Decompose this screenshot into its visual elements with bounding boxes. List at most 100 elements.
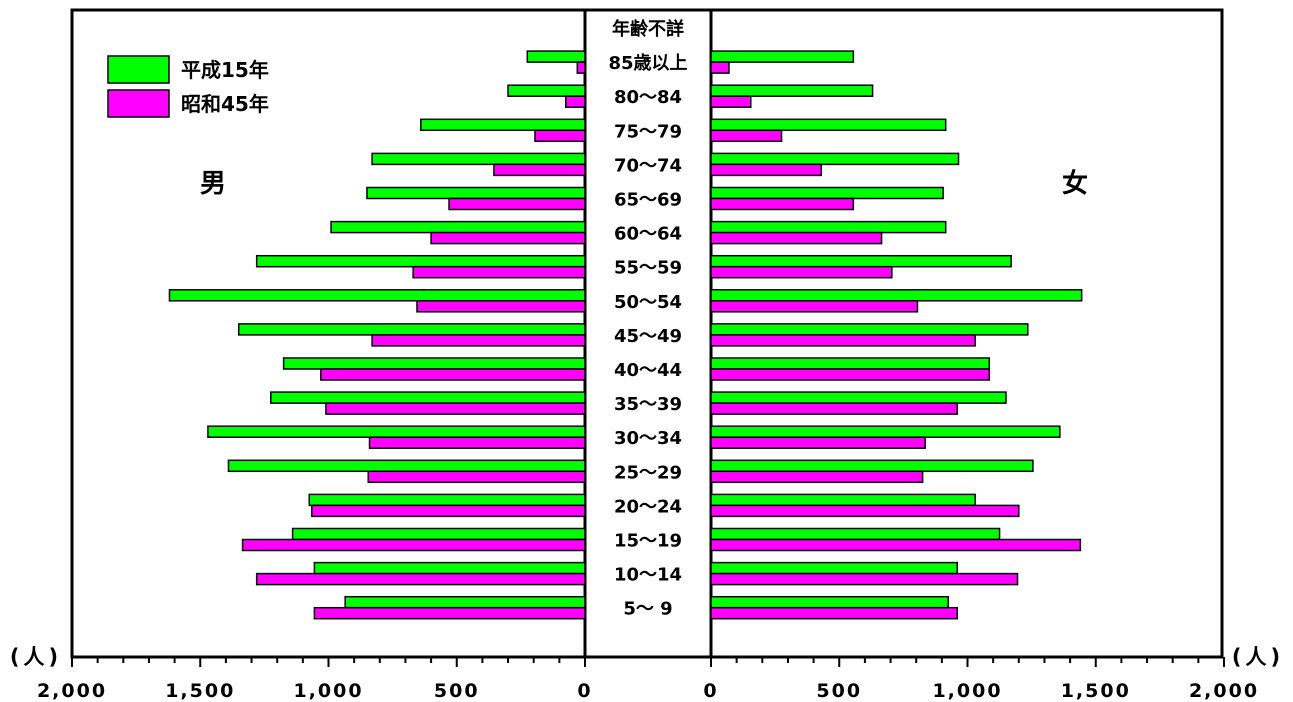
bar-male-h15 bbox=[366, 186, 586, 200]
bar-female-s45 bbox=[710, 470, 924, 484]
bar-female-h15 bbox=[710, 595, 950, 609]
bar-male-s45 bbox=[320, 368, 586, 381]
bar-male-h15 bbox=[420, 118, 586, 132]
legend-label: 平成15年 bbox=[181, 58, 269, 82]
bar-male-s45 bbox=[311, 504, 586, 518]
axes-group: 0 0 500 500 1,000 1,000 1,500 1,500 2,000 2,000 bbox=[37, 655, 1259, 702]
bar-female-h15 bbox=[710, 425, 1061, 438]
age-label: 50～54 bbox=[614, 292, 682, 313]
bar-male-h15 bbox=[371, 152, 586, 166]
x-tick-label: 1,000 bbox=[293, 680, 363, 702]
bar-male-s45 bbox=[493, 163, 586, 177]
bar-male-h15 bbox=[291, 527, 586, 541]
bar-male-s45 bbox=[534, 129, 586, 143]
unit-label-right: (人) bbox=[1232, 645, 1284, 669]
bar-female-s45 bbox=[710, 572, 1019, 586]
legend-swatch bbox=[107, 89, 170, 118]
bar-female-h15 bbox=[710, 118, 947, 132]
bar-male-h15 bbox=[313, 561, 586, 575]
x-tick-label: 500 bbox=[816, 680, 862, 702]
age-label: 80～84 bbox=[614, 87, 682, 108]
bar-male-s45 bbox=[367, 470, 586, 484]
bar-male-s45 bbox=[313, 606, 586, 620]
bar-male-s45 bbox=[416, 300, 586, 313]
age-label: 40～44 bbox=[614, 360, 682, 381]
legend-label: 昭和45年 bbox=[181, 92, 269, 116]
x-tick-label: 0 bbox=[577, 680, 592, 702]
x-tick-label: 0 bbox=[703, 680, 718, 702]
bar-male-h15 bbox=[308, 493, 586, 507]
bar-female-h15 bbox=[710, 357, 991, 370]
bar-female-h15 bbox=[710, 152, 960, 166]
bar-male-h15 bbox=[255, 254, 586, 268]
age-label: 35～39 bbox=[614, 394, 682, 415]
unit-label-left: (人) bbox=[10, 645, 62, 669]
bar-male-s45 bbox=[448, 197, 586, 211]
x-tick-label: 1,000 bbox=[932, 680, 1002, 702]
bar-female-s45 bbox=[710, 61, 730, 74]
age-label: 25～29 bbox=[614, 462, 682, 483]
bar-female-h15 bbox=[710, 323, 1029, 336]
age-label: 10～14 bbox=[614, 565, 682, 586]
age-label: 20～24 bbox=[614, 496, 682, 517]
age-label: 年齢不詳 bbox=[612, 18, 684, 40]
bar-female-h15 bbox=[710, 391, 1007, 404]
bar-female-h15 bbox=[710, 527, 1001, 541]
bar-male-h15 bbox=[237, 323, 586, 336]
bar-female-h15 bbox=[710, 220, 947, 234]
bar-male-s45 bbox=[430, 231, 586, 245]
age-label: 85歳以上 bbox=[608, 53, 687, 74]
bar-male-h15 bbox=[330, 220, 586, 234]
x-tick-label: 1,500 bbox=[165, 680, 235, 702]
bar-male-h15 bbox=[526, 50, 586, 63]
age-label: 15～19 bbox=[614, 531, 682, 552]
bar-female-s45 bbox=[710, 300, 919, 313]
bar-female-s45 bbox=[710, 504, 1020, 518]
bar-female-h15 bbox=[710, 289, 1083, 302]
age-label: 70～74 bbox=[614, 155, 682, 176]
bar-female-h15 bbox=[710, 84, 874, 97]
bar-female-s45 bbox=[710, 334, 976, 347]
bar-male-s45 bbox=[368, 436, 586, 449]
bar-female-h15 bbox=[710, 254, 1012, 268]
bar-male-s45 bbox=[325, 402, 586, 415]
x-tick-label: 500 bbox=[434, 680, 480, 702]
bar-male-h15 bbox=[227, 459, 586, 473]
age-label: 55～59 bbox=[614, 258, 682, 279]
bar-male-h15 bbox=[270, 391, 586, 404]
bar-female-h15 bbox=[710, 493, 976, 507]
bar-male-s45 bbox=[576, 61, 586, 74]
legend-swatch bbox=[107, 55, 170, 84]
bar-female-s45 bbox=[710, 606, 958, 620]
bar-male-s45 bbox=[565, 95, 586, 108]
bar-male-h15 bbox=[344, 595, 586, 609]
bar-female-s45 bbox=[710, 538, 1082, 552]
age-label: 45～49 bbox=[614, 326, 682, 347]
bar-female-s45 bbox=[710, 95, 752, 108]
bar-female-h15 bbox=[710, 50, 855, 63]
bar-female-s45 bbox=[710, 197, 855, 211]
x-tick-label: 2,000 bbox=[1189, 680, 1259, 702]
female-side-label: 女 bbox=[1062, 168, 1088, 199]
age-label: 75～79 bbox=[614, 121, 682, 142]
male-side-label: 男 bbox=[200, 169, 226, 199]
bar-male-s45 bbox=[255, 572, 586, 586]
bars-group bbox=[168, 50, 1083, 620]
x-tick-label: 2,000 bbox=[37, 680, 107, 702]
age-labels-group: 年齢不詳 85歳以上 80～84 75～79 70～74 65～69 60～64 55～59 5… bbox=[608, 18, 687, 620]
bar-female-s45 bbox=[710, 368, 991, 381]
bar-female-h15 bbox=[710, 186, 944, 200]
bar-male-h15 bbox=[168, 289, 586, 302]
bar-female-s45 bbox=[710, 163, 823, 177]
bar-male-s45 bbox=[371, 334, 586, 347]
bar-female-h15 bbox=[710, 459, 1034, 473]
age-label: 65～69 bbox=[614, 190, 682, 211]
bar-male-h15 bbox=[207, 425, 586, 438]
x-tick-label: 1,500 bbox=[1061, 680, 1131, 702]
age-label: 60～64 bbox=[614, 224, 682, 245]
bar-female-h15 bbox=[710, 561, 958, 575]
bar-female-s45 bbox=[710, 129, 783, 143]
bar-female-s45 bbox=[710, 231, 883, 245]
